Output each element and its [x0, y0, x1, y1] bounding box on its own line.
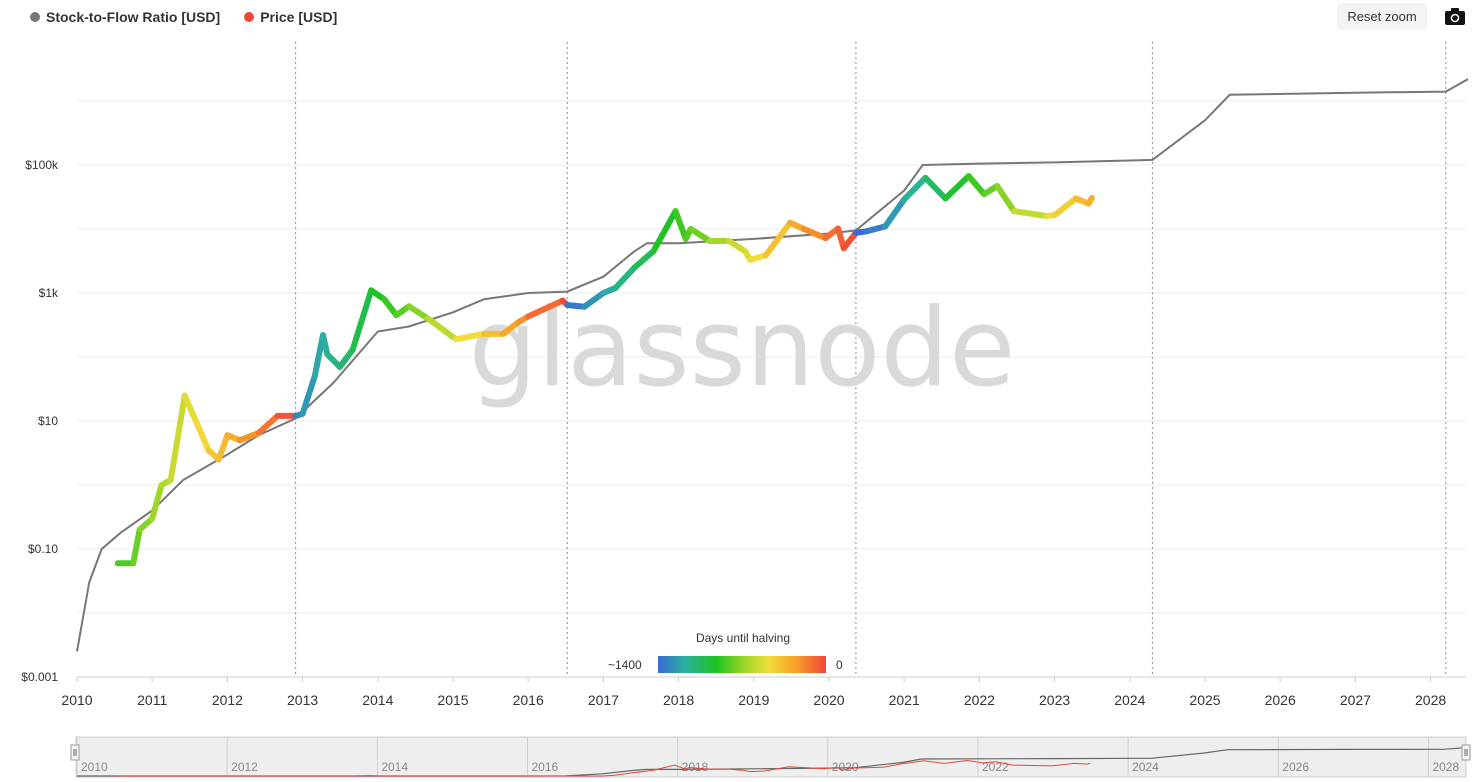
price-segment: [381, 296, 400, 319]
s2f-series: [76, 78, 1469, 652]
price-segment: [336, 346, 356, 370]
colorbar-gradient: [658, 656, 826, 673]
y-tick-label: $100k: [25, 158, 59, 172]
price-segment: [672, 208, 689, 242]
navigator[interactable]: 2010 2012 2014 2016 2018 2020 2022 2024 2026 2028: [70, 736, 1471, 778]
y-tick-label: $1k: [39, 286, 59, 300]
x-tick-label: 2015: [437, 692, 468, 708]
price-segment: [500, 319, 522, 337]
price-segment: [130, 526, 143, 567]
x-tick-label: 2010: [61, 692, 92, 708]
x-tick-label: 2020: [813, 692, 844, 708]
s2f-legend-marker: [30, 12, 40, 22]
x-tick-label: 2018: [663, 692, 694, 708]
price-segment: [299, 373, 318, 417]
y-gridlines: [77, 100, 1466, 678]
navigator-year-label: 2026: [1282, 760, 1309, 774]
price-segment: [800, 226, 829, 242]
navigator-year-label: 2020: [832, 760, 859, 774]
price-segment: [192, 418, 212, 454]
x-tick-label: 2019: [738, 692, 769, 708]
x-tick-label: 2011: [137, 692, 167, 708]
x-tick-label: 2027: [1340, 692, 1371, 708]
price-legend-label: Price [USD]: [260, 9, 338, 25]
price-segment: [181, 392, 199, 424]
x-tick-label: 2026: [1265, 692, 1296, 708]
price-segment: [149, 482, 165, 522]
s2f-line: [76, 78, 1469, 652]
price-segment: [965, 173, 988, 198]
y-tick-label: $10: [38, 414, 58, 428]
x-tick-label: 2012: [212, 692, 243, 708]
price-segment: [424, 315, 459, 343]
price-segment: [1085, 195, 1095, 207]
price-segment: [994, 182, 1018, 215]
price-segment: [167, 392, 188, 483]
navigator-year-label: 2012: [231, 760, 258, 774]
price-segment: [405, 303, 431, 322]
legend-item-s2f[interactable]: Stock-to-Flow Ratio [USD]: [30, 9, 220, 25]
x-tick-label: 2017: [588, 692, 619, 708]
navigator-right-handle[interactable]: [1461, 744, 1471, 761]
price-segment: [452, 330, 488, 343]
price-segment: [215, 432, 231, 463]
camera-icon[interactable]: [1443, 5, 1467, 27]
y-tick-label: $0.10: [28, 542, 58, 556]
navigator-year-label: 2024: [1132, 760, 1159, 774]
price-segment: [581, 290, 607, 310]
x-tick-label: 2028: [1415, 692, 1446, 708]
price-segment: [631, 248, 657, 271]
price-segment: [319, 332, 331, 358]
s2f-legend-label: Stock-to-Flow Ratio [USD]: [46, 9, 221, 25]
x-tick-label: 2025: [1189, 692, 1220, 708]
colorbar-max-label: 0: [836, 658, 843, 672]
price-series: [114, 173, 1095, 567]
navigator-year-lines: 2010 2012 2014 2016 2018 2020 2022 2024 2026 2028: [76, 737, 1459, 777]
price-segment: [349, 287, 375, 353]
x-axis: 2010 2011 2012 2013 2014 2015 2016 2017 2018 2019…: [61, 677, 1446, 708]
price-segment: [840, 229, 859, 252]
price-segment: [612, 264, 638, 291]
x-tick-label: 2021: [889, 692, 920, 708]
price-segment: [236, 429, 262, 444]
price-segment: [882, 196, 908, 230]
navigator-year-label: 2016: [531, 760, 558, 774]
price-segment: [525, 297, 566, 320]
price-legend-marker: [244, 12, 255, 22]
price-segment: [650, 208, 679, 255]
price-segment: [762, 219, 794, 259]
navigator-price-line: [117, 759, 1091, 777]
price-segment: [255, 412, 281, 436]
x-tick-label: 2014: [362, 692, 393, 708]
price-segment: [863, 223, 889, 235]
price-segment: [687, 226, 713, 244]
reset-zoom-button[interactable]: Reset zoom: [1337, 3, 1427, 30]
price-segment: [901, 174, 929, 203]
navigator-left-handle[interactable]: [70, 744, 80, 761]
x-tick-label: 2013: [287, 692, 318, 708]
navigator-year-label: 2028: [1432, 760, 1459, 774]
navigator-year-label: 2014: [381, 760, 408, 774]
colorbar-title: Days until halving: [695, 631, 791, 645]
halving-lines: [295, 42, 1447, 677]
navigator-track[interactable]: [75, 736, 1467, 778]
x-tick-label: 2022: [964, 692, 995, 708]
x-tick-label: 2016: [513, 692, 544, 708]
legend-item-price[interactable]: Price [USD]: [244, 9, 337, 25]
price-segment: [1051, 195, 1079, 219]
price-segment: [942, 173, 972, 202]
glassnode-watermark: glassnode: [469, 286, 1016, 411]
legend: Stock-to-Flow Ratio [USD] Price [USD]: [30, 9, 337, 25]
y-axis: $0.001 $0.10 $10 $1k $100k: [21, 158, 59, 684]
price-segment: [725, 237, 749, 255]
navigator-year-label: 2018: [682, 760, 709, 774]
navigator-year-label: 2010: [81, 760, 108, 774]
price-segment: [922, 174, 949, 202]
y-tick-label: $0.001: [21, 670, 58, 684]
x-tick-label: 2024: [1114, 692, 1145, 708]
x-tick-label: 2023: [1039, 692, 1070, 708]
colorbar-min-label: ~1400: [608, 658, 642, 672]
price-segment: [1011, 208, 1050, 219]
